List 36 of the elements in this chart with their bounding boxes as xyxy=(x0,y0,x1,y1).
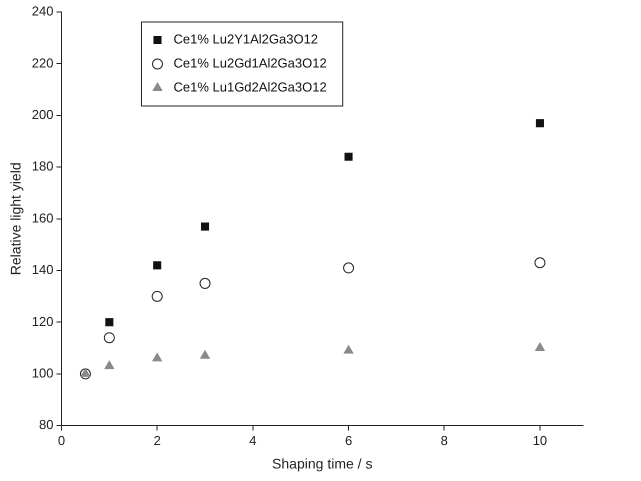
point xyxy=(200,350,210,359)
x-tick-label: 2 xyxy=(154,432,161,448)
point xyxy=(200,278,211,289)
point xyxy=(534,257,546,268)
point xyxy=(535,342,545,352)
y-axis-title: Relative light yield xyxy=(7,162,24,276)
point xyxy=(104,360,114,370)
x-tick-label: 6 xyxy=(344,432,352,448)
x-tick-label: 8 xyxy=(440,432,448,448)
legend-label: Ce1% Lu1Gd2Al2Ga3O12 xyxy=(173,80,327,95)
point xyxy=(152,290,163,302)
y-tick-label: 220 xyxy=(32,55,54,70)
y-tick-label: 240 xyxy=(32,4,54,19)
point xyxy=(536,119,544,128)
x-axis-title: Shaping time / s xyxy=(272,455,372,472)
point xyxy=(200,222,210,231)
x-tick-label: 4 xyxy=(249,432,256,448)
x-tick-label: 0 xyxy=(58,432,66,448)
y-tick-label: 160 xyxy=(32,210,54,226)
y-tick-label: 80 xyxy=(39,417,54,432)
point xyxy=(152,352,162,362)
y-tick-label: 200 xyxy=(32,106,54,122)
point xyxy=(153,261,162,270)
point xyxy=(344,345,354,354)
x-tick-label: 10 xyxy=(532,432,548,448)
legend-label: Ce1% Lu2Gd1Al2Ga3O12 xyxy=(173,56,327,71)
legend-label: Ce1% Lu2Y1Al2Ga3O12 xyxy=(173,32,318,47)
point xyxy=(105,318,114,326)
y-tick-label: 140 xyxy=(32,262,54,278)
point xyxy=(343,262,354,274)
point xyxy=(80,368,90,377)
point xyxy=(104,332,115,344)
y-tick-label: 120 xyxy=(32,314,54,329)
y-tick-label: 180 xyxy=(32,158,54,174)
y-tick-label: 100 xyxy=(32,365,54,380)
point xyxy=(344,152,353,161)
